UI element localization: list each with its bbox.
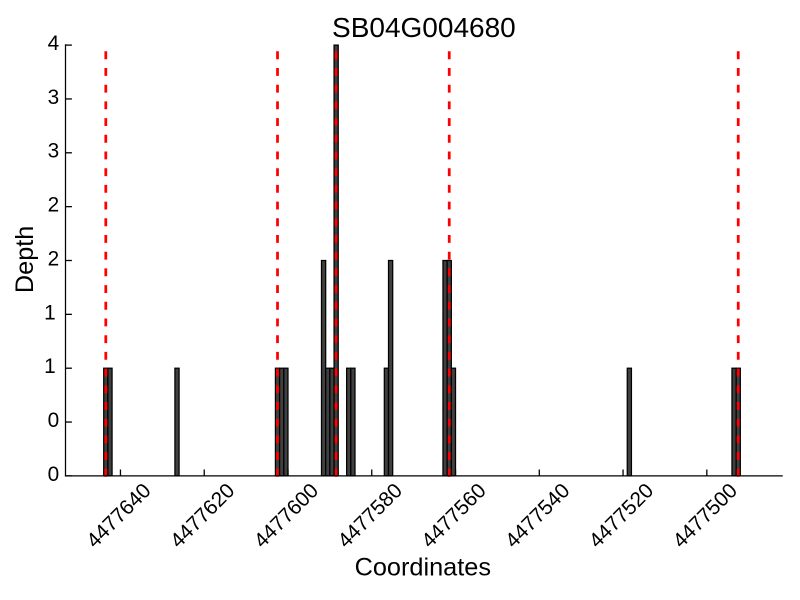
svg-text:Depth: Depth [11,226,39,294]
svg-text:0: 0 [48,463,60,486]
svg-text:1: 1 [44,301,56,324]
svg-text:4: 4 [48,32,60,55]
svg-text:0: 0 [48,409,60,432]
svg-text:1: 1 [44,355,56,378]
svg-text:SB04G004680: SB04G004680 [332,12,516,43]
svg-text:3: 3 [48,86,60,109]
svg-text:3: 3 [48,140,60,163]
svg-text:2: 2 [48,194,60,217]
svg-text:2: 2 [48,247,60,270]
svg-text:Coordinates: Coordinates [355,554,491,582]
